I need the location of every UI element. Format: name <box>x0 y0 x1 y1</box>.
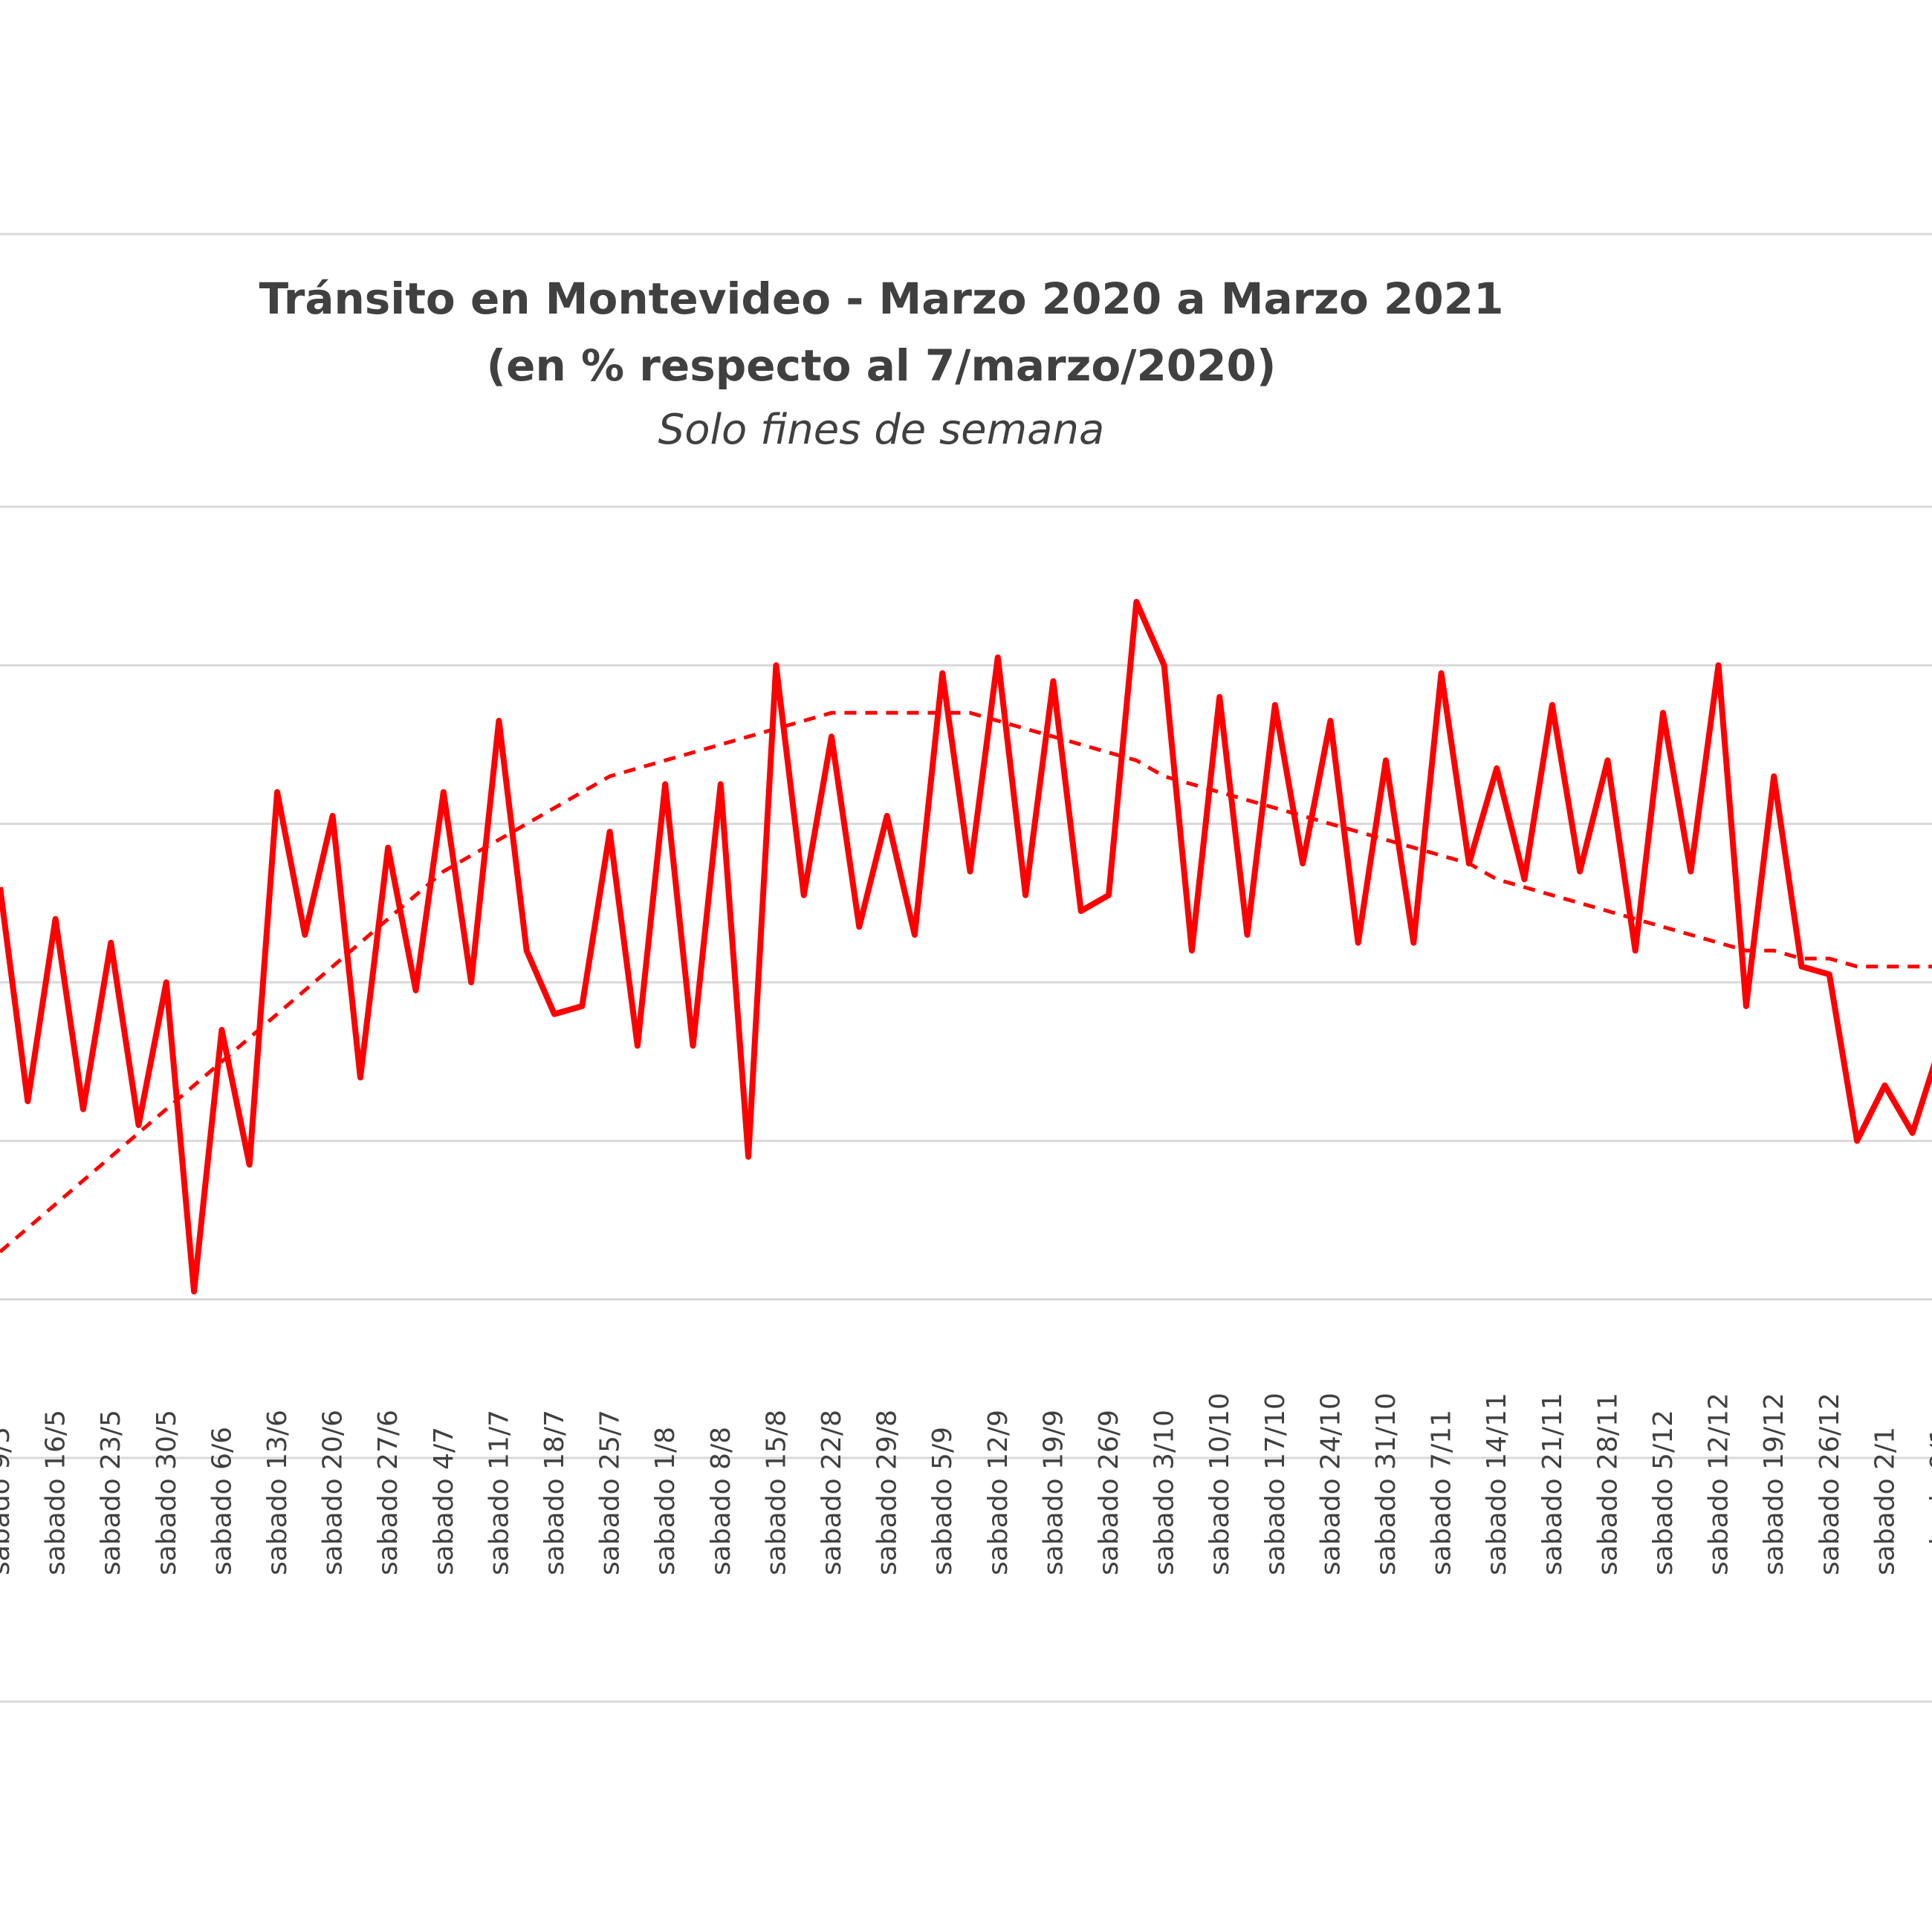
x-tick-label: sabado 19/9 <box>1038 1410 1069 1575</box>
traffic-line <box>0 599 1932 1294</box>
gridlines <box>0 505 1932 1459</box>
x-tick-label: sabado 15/8 <box>761 1410 791 1575</box>
x-tick-label: sabado 27/6 <box>373 1410 403 1575</box>
x-tick-label: sabado 13/6 <box>262 1410 293 1575</box>
chart-note: Solo fines de semana <box>658 406 1105 454</box>
x-tick-label: sabado 28/11 <box>1592 1393 1623 1575</box>
x-axis-tick-labels: sabado 9/5 sabado 16/5 sabado 23/5 sabado 3… <box>0 1393 1932 1575</box>
x-tick-label: sabado 29/8 <box>872 1410 903 1575</box>
x-tick-label: sabado 21/11 <box>1537 1393 1568 1575</box>
x-tick-label: sabado 6/6 <box>207 1427 237 1575</box>
x-tick-label: sabado 23/5 <box>96 1410 126 1575</box>
x-tick-label: sabado 22/8 <box>817 1410 847 1575</box>
x-tick-label: sabado 11/7 <box>484 1410 514 1575</box>
x-tick-label: sabado 26/9 <box>1094 1410 1124 1575</box>
x-tick-label: sabado 5/12 <box>1648 1410 1679 1575</box>
trend-line <box>0 710 1932 1254</box>
x-tick-label: sabado 9/1 <box>1925 1427 1932 1575</box>
x-tick-label: sabado 18/7 <box>539 1410 570 1575</box>
x-tick-label: sabado 5/9 <box>927 1427 958 1575</box>
x-tick-label: sabado 26/12 <box>1815 1393 1845 1575</box>
chart-title: Tránsito en Montevideo - Marzo 2020 a Ma… <box>259 273 1504 324</box>
x-tick-label: sabado 17/10 <box>1260 1393 1291 1575</box>
x-tick-label: sabado 2/1 <box>1870 1427 1900 1575</box>
x-tick-label: sabado 20/6 <box>318 1410 349 1575</box>
x-tick-label: sabado 3/10 <box>1150 1410 1180 1575</box>
series-layer <box>0 599 1932 1294</box>
x-tick-label: sabado 7/11 <box>1427 1410 1457 1575</box>
chart-subtitle: (en % respecto al 7/marzo/2020) <box>487 340 1277 391</box>
x-tick-label: sabado 30/5 <box>152 1410 182 1575</box>
x-tick-label: sabado 4/7 <box>429 1427 459 1575</box>
x-tick-label: sabado 12/9 <box>983 1410 1014 1575</box>
x-tick-label: sabado 14/11 <box>1482 1393 1512 1575</box>
x-tick-label: sabado 1/8 <box>650 1427 681 1575</box>
x-tick-label: sabado 16/5 <box>41 1410 71 1575</box>
x-tick-label: sabado 8/8 <box>706 1427 736 1575</box>
x-tick-label: sabado 9/5 <box>0 1427 16 1575</box>
x-tick-label: sabado 12/12 <box>1704 1393 1734 1575</box>
x-tick-label: sabado 19/12 <box>1759 1393 1789 1575</box>
x-tick-label: sabado 10/10 <box>1205 1393 1235 1575</box>
x-tick-label: sabado 25/7 <box>595 1410 626 1575</box>
x-tick-label: sabado 31/10 <box>1371 1393 1401 1575</box>
x-tick-label: sabado 24/10 <box>1315 1393 1346 1575</box>
